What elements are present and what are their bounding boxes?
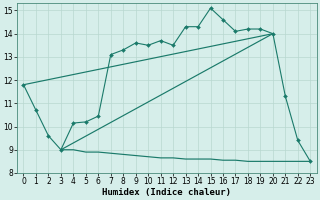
X-axis label: Humidex (Indice chaleur): Humidex (Indice chaleur) bbox=[102, 188, 231, 197]
